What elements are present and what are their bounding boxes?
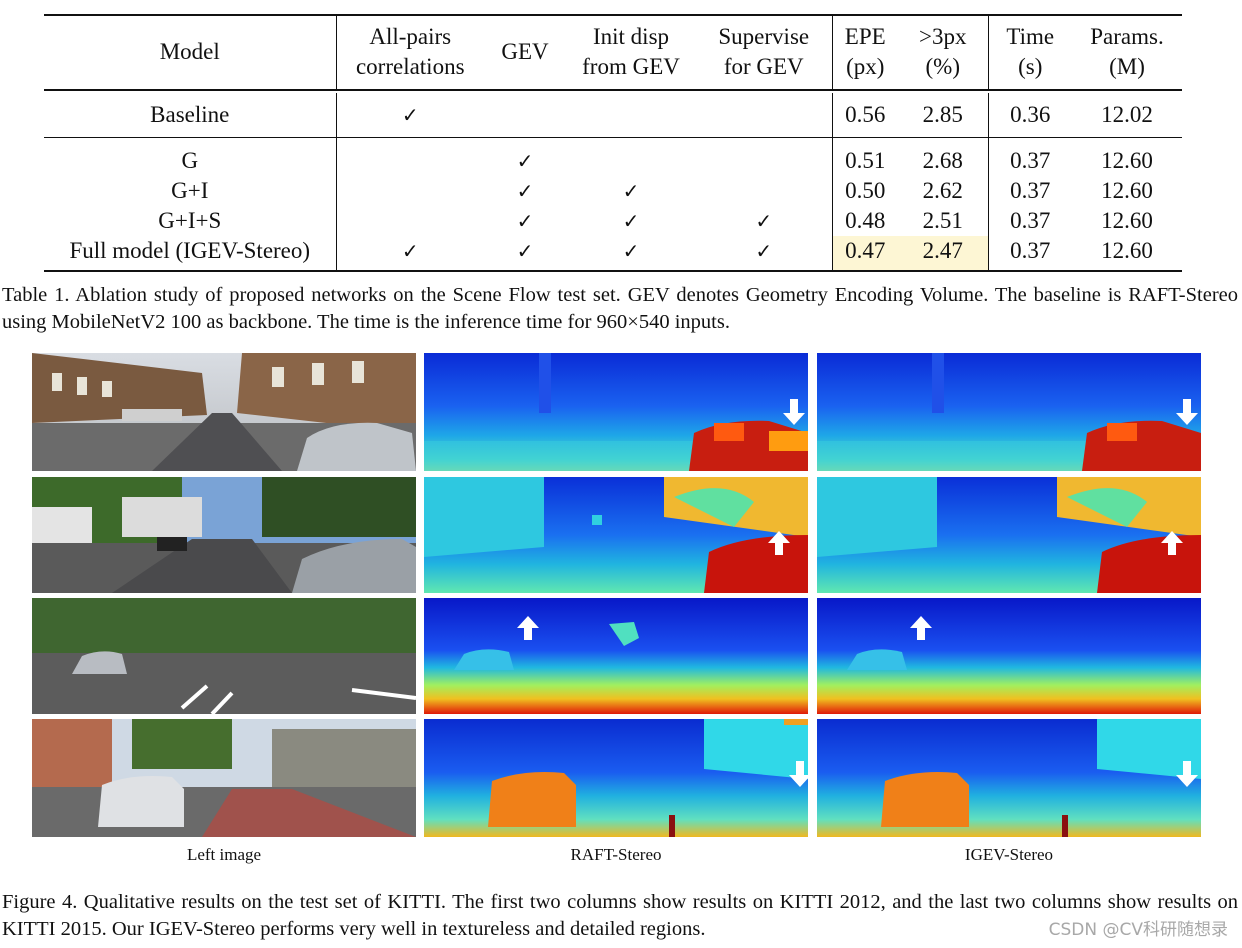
cell-gev: ✓ [516,178,534,203]
cell-params: 12.60 [1101,147,1153,173]
cell-supervise: ✓ [755,208,773,233]
cell-3px: 2.85 [922,101,963,127]
ablation-table: Model All-pairs correlations GEV Init dis… [44,14,1182,272]
raft-stereo-row3 [424,598,808,714]
cell-model: G+I+S [158,207,222,233]
raft-stereo-row1 [424,353,808,471]
watermark: CSDN @CV科研随想录 [1048,920,1228,940]
cell-epe: 0.48 [831,205,898,236]
cell-params: 12.02 [1101,101,1153,127]
cell-supervise: ✓ [755,238,773,263]
cell-init [566,138,696,176]
igev-stereo-row1 [817,353,1201,471]
header-gev: GEV [501,39,549,65]
cell-supervise [696,93,832,138]
cell-model: Full model (IGEV-Stereo) [69,237,311,263]
cell-supervise [696,138,832,176]
cell-3px: 2.68 [922,147,963,173]
header-epe: EPE (px) [831,15,898,89]
cell-params: 12.60 [1101,177,1153,203]
table-header-row: Model All-pairs correlations GEV Init dis… [44,15,1182,89]
cell-epe: 0.56 [831,92,898,137]
header-init: Init disp from GEV [582,24,680,80]
cell-init [566,93,696,138]
cell-params: 12.60 [1101,237,1153,263]
cell-model: Baseline [150,101,230,127]
cell-params: 12.60 [1101,207,1153,233]
igev-stereo-row4 [817,719,1201,837]
cell-gev [484,93,566,138]
cell-epe: 0.51 [831,137,898,176]
cell-allpairs [335,205,484,236]
cell-allpairs [335,137,484,176]
igev-stereo-row3 [817,598,1201,714]
cell-gev: ✓ [516,208,534,233]
header-allpairs: All-pairs correlations [335,15,484,89]
cell-allpairs: ✓ [335,92,484,137]
column-label-raft-stereo: RAFT-Stereo [570,845,662,864]
cell-model: G+I [171,177,209,203]
header-params: Params. (M) [1090,24,1164,80]
left-image-row2 [32,477,416,593]
cell-epe-best: 0.47 [831,235,898,271]
column-label-igev-stereo: IGEV-Stereo [964,845,1054,864]
left-image-row4 [32,719,416,837]
cell-3px: 2.51 [922,207,963,233]
cell-init: ✓ [622,208,640,233]
table-row: G+I+S ✓ ✓ ✓ 0.48 2.51 0.37 12.60 [44,205,1182,236]
cell-3px: 2.62 [922,177,963,203]
left-image-row3 [32,598,416,714]
header-3px: >3px (%) [919,24,967,80]
cell-model: G [181,147,199,173]
cell-supervise [696,176,832,206]
figure-caption: Figure 4. Qualitative results on the tes… [2,891,1238,940]
raft-stereo-row4 [424,719,808,837]
raft-stereo-row2 [424,477,808,593]
cell-time: 0.37 [987,175,1072,206]
column-label-left-image: Left image [186,845,262,864]
header-supervise: Supervise for GEV [718,24,810,80]
table-caption: Table 1. Ablation study of proposed netw… [2,284,1238,333]
cell-time: 0.36 [987,92,1072,137]
cell-epe: 0.50 [831,175,898,206]
cell-time: 0.37 [987,205,1072,236]
cell-allpairs [335,175,484,206]
table-row: Baseline ✓ 0.56 2.85 0.36 12.02 [44,92,1182,138]
cell-gev: ✓ [516,148,534,173]
cell-gev: ✓ [516,238,534,263]
cell-3px-best: 2.47 [898,235,988,271]
table-row: Full model (IGEV-Stereo) ✓ ✓ ✓ ✓ 0.47 2.… [44,235,1182,271]
table-row: G+I ✓ ✓ 0.50 2.62 0.37 12.60 [44,175,1182,206]
cell-time: 0.37 [987,235,1072,271]
cell-allpairs: ✓ [335,235,484,271]
cell-init: ✓ [622,238,640,263]
header-time: Time (s) [987,15,1072,89]
igev-stereo-row2 [817,477,1201,593]
cell-time: 0.37 [987,137,1072,176]
header-model: Model [159,39,220,65]
cell-init: ✓ [622,178,640,203]
table-row: G ✓ 0.51 2.68 0.37 12.60 [44,137,1182,176]
left-image-row1 [32,353,416,471]
